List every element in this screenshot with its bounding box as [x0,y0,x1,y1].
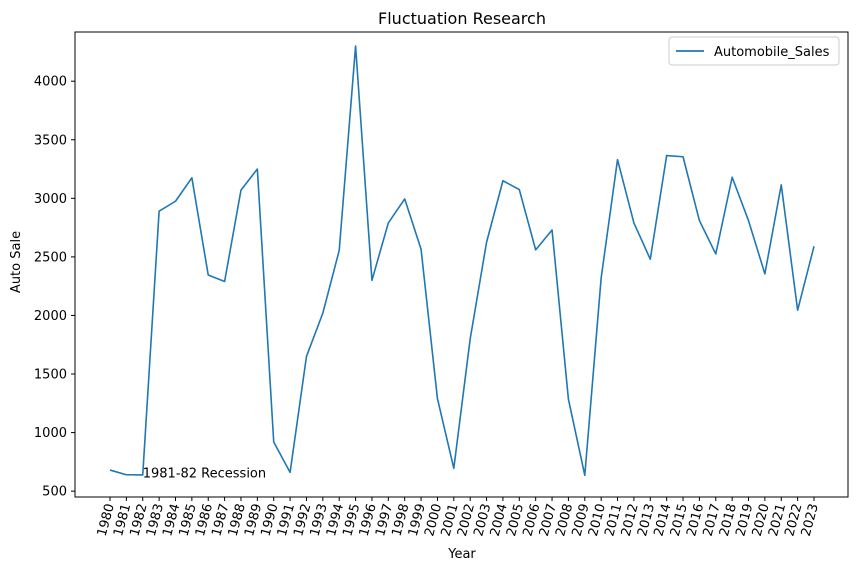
legend-box [668,36,840,66]
chart-title: Fluctuation Research [378,9,546,28]
plot-frame [74,31,849,498]
y-axis-title: Auto Sale [9,231,24,293]
annotation-recession: 1981-82 Recession [143,467,266,482]
series-line-automobile-sales [109,45,815,477]
y-tick-label: 1000 [34,426,67,441]
legend: Automobile_Sales [668,36,840,66]
plot-layer: 5001000150020002500300035004000198019811… [34,31,849,538]
x-axis-title: Year [447,547,476,562]
y-tick-label: 500 [42,485,67,500]
legend-label: Automobile_Sales [714,45,830,60]
y-tick-label: 1500 [34,368,67,383]
y-tick-label: 3500 [34,133,67,148]
y-tick-label: 4000 [34,75,67,90]
y-tick-label: 3000 [34,192,67,207]
y-tick-label: 2000 [34,309,67,324]
y-tick-label: 2500 [34,250,67,265]
